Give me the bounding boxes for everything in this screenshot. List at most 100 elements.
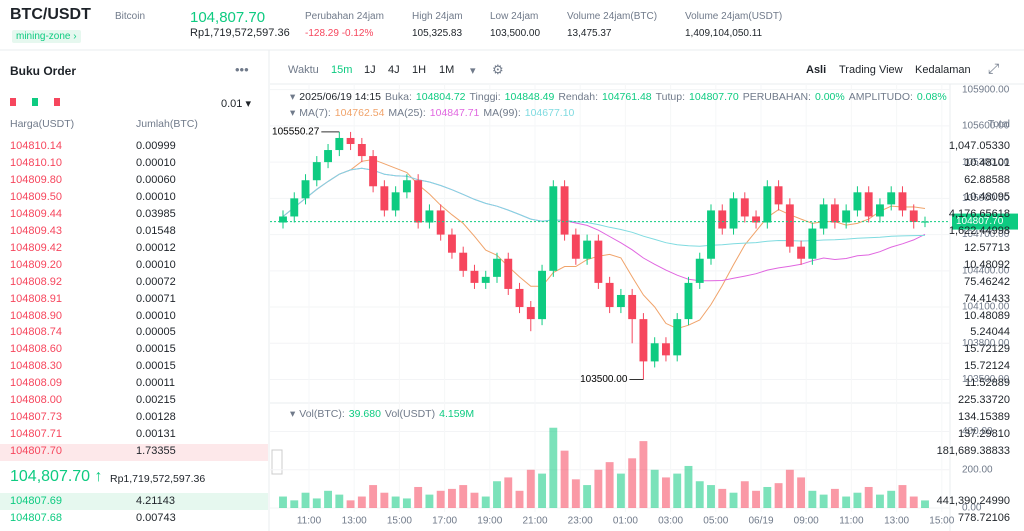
total: 1,622.44998	[948, 224, 1010, 237]
collapse-button[interactable]	[271, 449, 283, 475]
candle-body	[662, 343, 670, 356]
ma-value: 104847.71	[429, 107, 480, 119]
amount: 0.00010	[136, 258, 176, 271]
price: 104807.73	[10, 411, 62, 424]
expand[interactable]: ⤢	[988, 60, 1000, 76]
ma-value: 104677.10	[524, 107, 575, 119]
interval[interactable]: 1M	[439, 64, 455, 76]
interval[interactable]: 4J	[388, 64, 400, 76]
volume-bar	[616, 473, 625, 508]
amount: 0.00215	[136, 394, 176, 407]
step-value: 0.01	[221, 98, 243, 110]
amount: 0.00060	[136, 173, 176, 186]
info-label: PERUBAHAN:	[742, 91, 811, 103]
total: 134.15389	[958, 411, 1010, 424]
candle-body	[650, 343, 659, 362]
stat-value: 1,409,104,050.11	[685, 28, 763, 39]
volume-bar	[448, 488, 456, 508]
volume-bar	[864, 486, 873, 508]
price: 104,807.70	[190, 9, 266, 26]
volume-bar	[684, 465, 693, 508]
volume-bar	[571, 479, 580, 508]
x-tick-label: 06/19	[748, 516, 773, 527]
candle-body	[921, 221, 929, 223]
volume-bar	[876, 494, 884, 508]
total: 137.29810	[958, 428, 1010, 441]
candle-body	[752, 216, 760, 223]
candle-body	[312, 162, 321, 181]
candle-body	[526, 307, 535, 320]
interval[interactable]: 1J	[364, 64, 376, 76]
candle-body	[459, 252, 468, 271]
candle-body	[560, 186, 569, 235]
stat-value: -128.29 -0.12%	[305, 28, 374, 39]
icon	[10, 98, 16, 106]
candle-body	[763, 186, 772, 223]
step[interactable]: 0.01 ▾	[221, 98, 251, 110]
candle-body	[515, 288, 524, 308]
panel-title: Buku Order	[10, 64, 77, 78]
amount: 0.00012	[136, 241, 176, 254]
candle-body	[842, 210, 851, 223]
ma-value: 104762.54	[334, 107, 385, 119]
price: 104808.74	[10, 326, 62, 339]
interval[interactable]: 1H	[412, 64, 427, 76]
candle-body	[448, 234, 456, 253]
candle-body	[853, 192, 862, 211]
min-label: 103500.00	[580, 374, 628, 385]
x-tick-label: 03:00	[658, 516, 683, 527]
candle-body	[357, 144, 366, 157]
stat-value: 13,475.37	[567, 28, 612, 39]
tag[interactable]: mining-zone ›	[12, 30, 81, 43]
candle-body	[571, 234, 580, 259]
volume-bar	[402, 498, 411, 508]
dropdown[interactable]: ▾	[470, 65, 476, 77]
y-tick-label: 104400.00	[962, 265, 1010, 276]
volume-bar	[301, 492, 310, 508]
volume-bar	[662, 477, 670, 508]
candle-body	[740, 198, 749, 217]
volume-bar	[312, 498, 321, 508]
info-value: 0.00%	[814, 91, 845, 103]
volume-bar	[436, 490, 445, 508]
view[interactable]: Asli	[806, 64, 827, 76]
price: 104807.68	[10, 511, 62, 524]
view[interactable]: Kedalaman	[915, 64, 971, 76]
candle-body	[481, 276, 490, 283]
candle-body	[301, 180, 310, 199]
candle-body	[335, 137, 344, 151]
candle-body	[707, 210, 715, 259]
volume-bar	[425, 494, 434, 508]
volume-bar	[380, 492, 389, 508]
x-tick-label: 15:00	[387, 516, 412, 527]
volume-bar	[549, 427, 558, 508]
candle-body	[864, 192, 873, 217]
interval[interactable]: 15m	[331, 64, 353, 76]
volume-bar	[819, 494, 828, 508]
candle-body	[504, 258, 513, 289]
candle-body	[876, 204, 884, 217]
settings[interactable]: ⚙	[492, 62, 504, 77]
candle-body	[616, 294, 625, 308]
info-label: Buka:	[385, 91, 412, 103]
candle-body	[718, 210, 727, 229]
x-tick-label: 09:00	[794, 516, 819, 527]
volume-bar	[785, 469, 794, 508]
x-tick-label: 23:00	[568, 516, 593, 527]
amount: 0.00011	[136, 377, 175, 390]
volume-bar	[740, 481, 749, 508]
volume-bar	[695, 481, 704, 508]
menu[interactable]: •••	[235, 62, 249, 77]
amount: 0.03985	[136, 207, 176, 220]
stat-label: Perubahan 24jam	[305, 11, 384, 22]
price: 104808.92	[10, 275, 62, 288]
view[interactable]: Trading View	[839, 64, 903, 76]
amount: 0.00015	[136, 343, 176, 356]
volume-bar	[391, 496, 400, 508]
price-idr: Rp1,719,572,597.36	[190, 27, 290, 39]
candle-body	[887, 192, 896, 205]
volume-bar	[921, 500, 929, 508]
candle-body	[369, 156, 378, 187]
volume-bar	[650, 469, 659, 508]
